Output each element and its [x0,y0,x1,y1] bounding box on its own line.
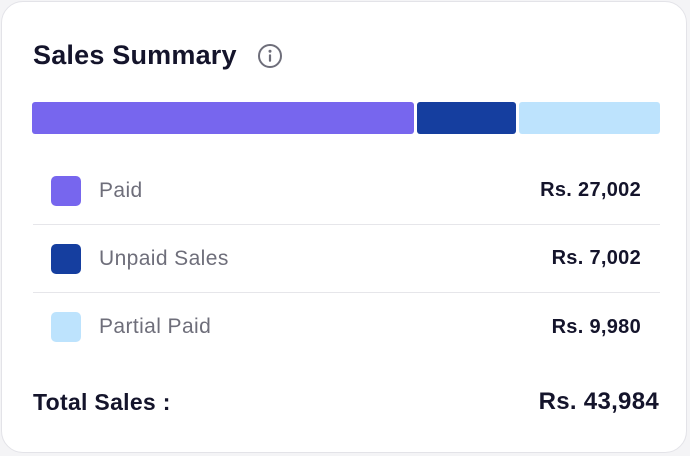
row-amount: Rs. 9,980 [551,315,641,338]
total-sales-value: Rs. 43,984 [538,388,659,415]
total-sales-row: Total Sales : Rs. 43,984 [33,388,659,416]
list-item-paid: Paid Rs. 27,002 [33,157,660,225]
legend-swatch-paid [51,175,81,206]
bar-segment-partial [518,102,660,134]
card-title: Sales Summary [33,40,237,70]
row-label: Paid [99,178,143,202]
row-label: Unpaid Sales [99,246,229,270]
row-amount: Rs. 27,002 [540,179,641,201]
row-label: Partial Paid [99,315,212,338]
list-item-unpaid-sales: Unpaid Sales Rs. 7,002 [33,225,660,293]
row-amount: Rs. 7,002 [551,247,641,269]
legend-swatch-unpaid [51,243,81,274]
bar-segment-paid [32,102,414,134]
bar-segment-unpaid [416,102,516,134]
legend-swatch-partial [51,312,81,342]
sales-breakdown-list: Paid Rs. 27,002 Unpaid Sales Rs. 7,002 P… [33,157,660,361]
total-sales-label: Total Sales : [33,388,171,415]
info-icon[interactable] [257,43,283,69]
list-item-partial-paid: Partial Paid Rs. 9,980 [33,293,660,361]
sales-breakdown-bar [32,102,660,134]
card-header: Sales Summary [33,40,283,71]
